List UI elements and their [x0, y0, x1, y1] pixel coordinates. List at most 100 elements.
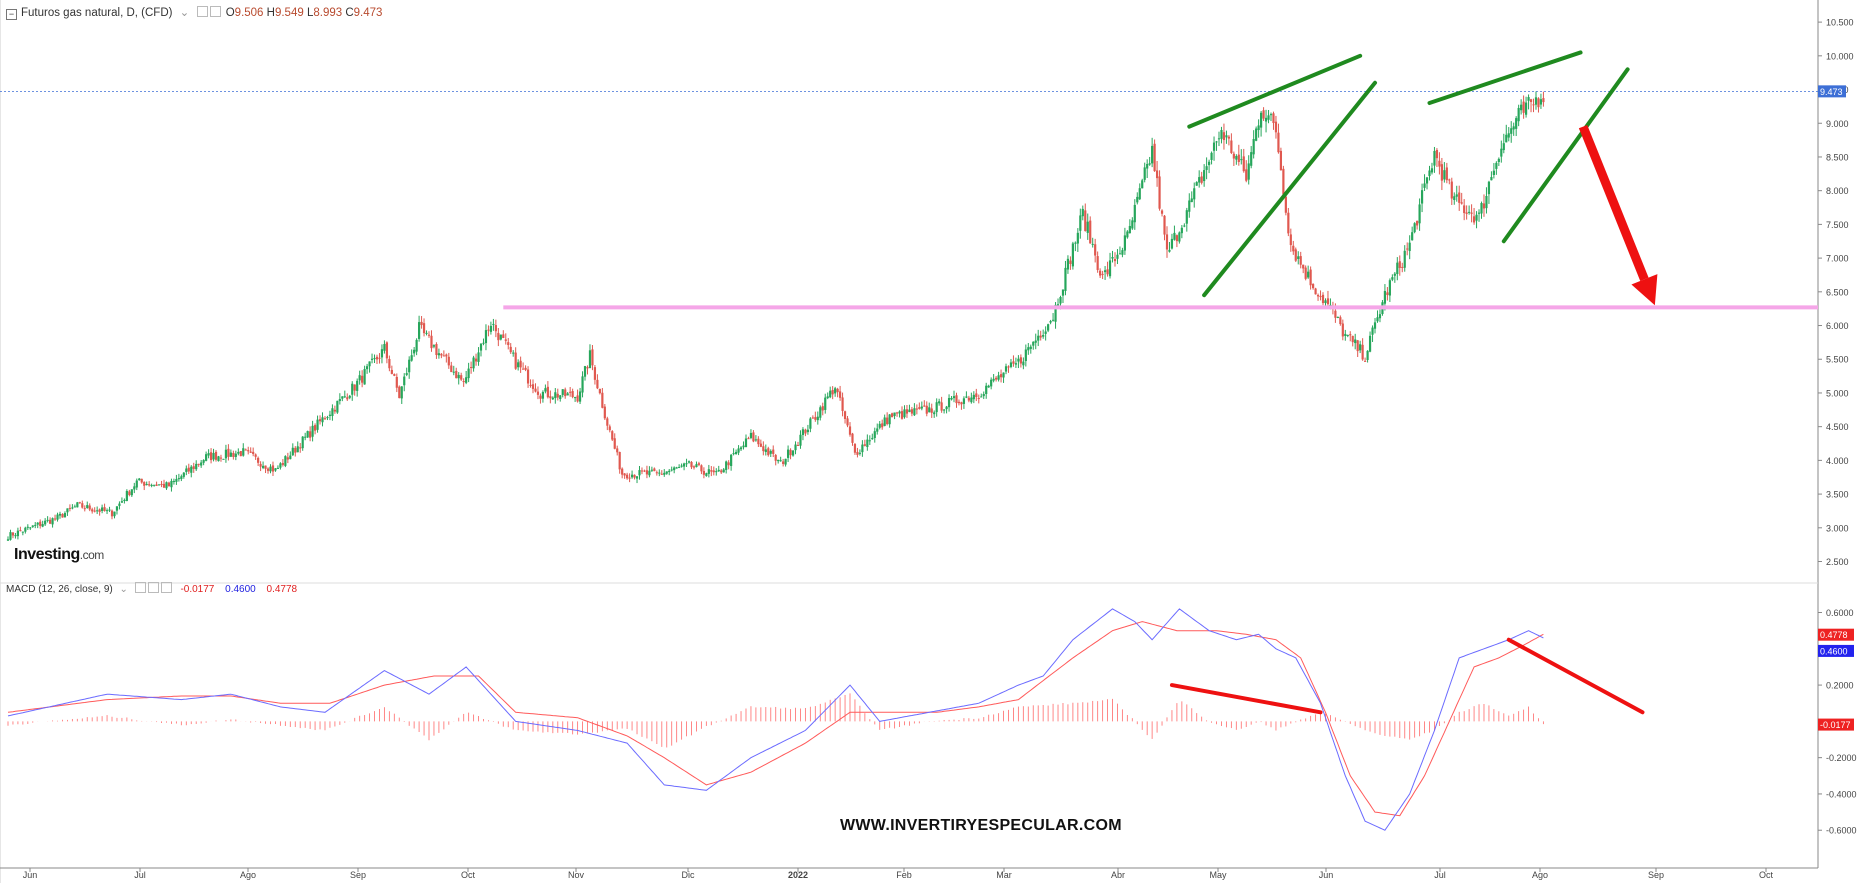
candle-body [1188, 200, 1191, 212]
candle-body [499, 334, 502, 340]
candle-body [237, 452, 240, 454]
price-tick-label: 7.500 [1826, 220, 1849, 230]
candle-body [596, 379, 599, 389]
candle-body [836, 388, 839, 393]
candle-body [224, 449, 228, 459]
candle-body [732, 453, 735, 455]
candle-body [405, 373, 408, 375]
candle-body [1190, 198, 1193, 203]
candle-body [247, 450, 250, 452]
candle-body [757, 438, 760, 445]
candle-body [73, 506, 76, 508]
candle-body [1349, 334, 1352, 336]
candle-body [1368, 335, 1372, 352]
candle-body [950, 397, 953, 400]
candle-body [799, 434, 802, 446]
candle-body [675, 467, 678, 469]
close-icon[interactable] [160, 582, 172, 593]
candle-body [856, 451, 859, 455]
candle-body [621, 468, 624, 475]
candle-body [1500, 148, 1503, 157]
candle-body [578, 391, 582, 402]
candle-body [742, 445, 745, 448]
candle-body [365, 366, 369, 370]
candle-body [566, 393, 569, 396]
candle-body [44, 520, 47, 525]
time-tick-label: Feb [896, 870, 912, 880]
candle-body [105, 510, 109, 512]
candle-body [1074, 242, 1077, 244]
candle-body [960, 402, 963, 405]
candle-body [613, 438, 616, 449]
candle-body [1401, 266, 1404, 268]
candle-body [445, 354, 448, 357]
candle-body [309, 431, 312, 438]
candle-body [205, 454, 208, 461]
candle-body [385, 342, 389, 359]
time-tick-label: May [1209, 870, 1227, 880]
candle-body [368, 361, 371, 367]
candle-body [311, 425, 314, 437]
close-label: C [345, 7, 354, 19]
chevron-down-icon[interactable]: ⌄ [179, 7, 190, 19]
candle-body [1089, 220, 1092, 244]
wedge-trendline [1501, 67, 1630, 244]
candle-body [1039, 335, 1042, 338]
collapse-icon[interactable]: − [6, 9, 17, 20]
macd-divergence-line [1169, 683, 1323, 715]
candle-body [767, 448, 770, 456]
symbol-title[interactable]: Futuros gas natural, D, (CFD) [21, 7, 173, 19]
candle-body [1502, 143, 1505, 151]
candle-body [777, 459, 780, 462]
candle-body [1138, 188, 1141, 200]
candle-body [583, 366, 587, 377]
candle-body [1042, 334, 1045, 337]
candle-body [586, 367, 589, 369]
candle-body [1420, 190, 1424, 204]
candle-body [318, 419, 322, 422]
candle-body [982, 394, 985, 397]
candle-body [826, 396, 829, 399]
candle-body [1019, 357, 1022, 364]
settings-icon[interactable] [209, 6, 221, 17]
brand-name: Investing [14, 546, 80, 563]
candle-body [1413, 223, 1416, 233]
chevron-down-icon[interactable]: ⌄ [119, 584, 128, 595]
candle-body [1222, 132, 1226, 141]
candle-body [1151, 145, 1154, 164]
time-tick-label: Abr [1111, 870, 1125, 880]
candle-body [898, 411, 901, 414]
low-label: L [306, 7, 314, 19]
macd-tick-label: 0.6000 [1826, 608, 1854, 618]
candle-body [747, 438, 750, 440]
candle-body [19, 530, 22, 532]
candle-body [323, 418, 327, 420]
candle-body [1314, 288, 1317, 295]
candle-body [1227, 136, 1231, 139]
candle-body [764, 449, 767, 453]
candle-body [197, 463, 200, 465]
candle-body [1398, 261, 1401, 268]
candle-body [170, 480, 173, 488]
candle-body [1111, 257, 1114, 259]
candle-body [36, 522, 39, 525]
candle-body [980, 396, 983, 398]
candle-body [1430, 168, 1434, 173]
settings-icon[interactable] [147, 582, 159, 593]
price-tick-label: 10.000 [1826, 51, 1854, 61]
candle-body [455, 370, 458, 379]
macd-title[interactable]: MACD (12, 26, close, 9) [6, 584, 113, 595]
candle-body [965, 396, 968, 398]
candle-body [1490, 177, 1493, 181]
eye-icon[interactable] [134, 582, 146, 593]
eye-icon[interactable] [196, 6, 208, 17]
candle-body [519, 360, 522, 368]
candle-body [1076, 232, 1079, 244]
candle-body [1027, 347, 1030, 351]
candle-body [1193, 188, 1196, 200]
candle-body [1366, 350, 1369, 360]
candle-body [460, 375, 463, 380]
macd-tick-label: -0.4000 [1826, 789, 1857, 799]
